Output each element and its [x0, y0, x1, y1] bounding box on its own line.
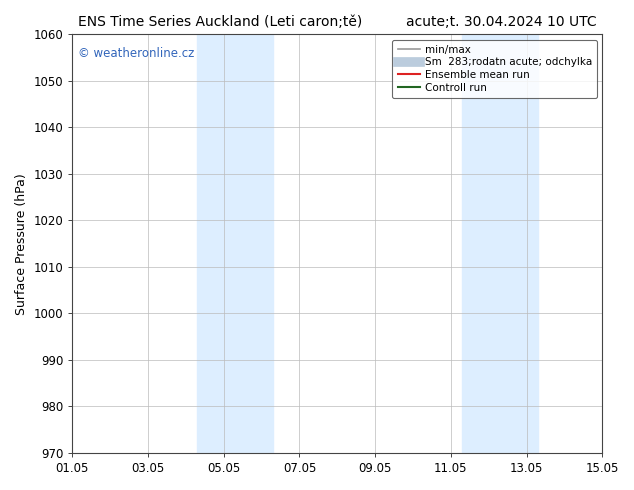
Bar: [462, 34, 538, 453]
Legend: min/max, Sm  283;rodatn acute; odchylka, Ensemble mean run, Controll run: min/max, Sm 283;rodatn acute; odchylka, …: [392, 40, 597, 98]
Bar: [197, 34, 273, 453]
Y-axis label: Surface Pressure (hPa): Surface Pressure (hPa): [15, 173, 28, 315]
Text: © weatheronline.cz: © weatheronline.cz: [77, 47, 194, 60]
Title: ENS Time Series Auckland (Leti caron;tě)          acute;t. 30.04.2024 10 UTC: ENS Time Series Auckland (Leti caron;tě)…: [78, 15, 597, 29]
